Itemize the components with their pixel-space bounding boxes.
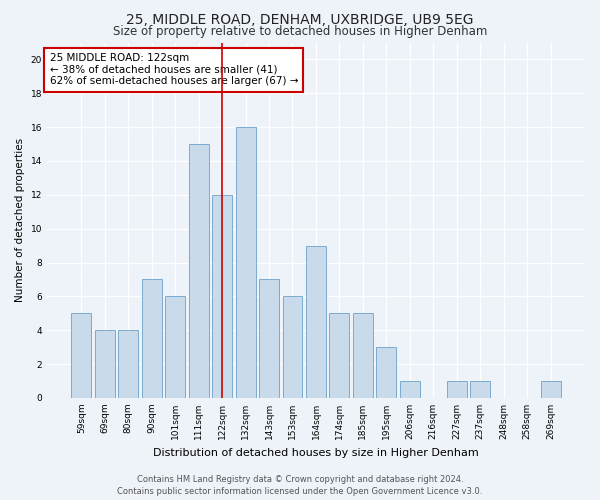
Bar: [212, 195, 232, 398]
Bar: [95, 330, 115, 398]
Bar: [71, 314, 91, 398]
Bar: [470, 381, 490, 398]
Bar: [376, 347, 397, 398]
Text: 25, MIDDLE ROAD, DENHAM, UXBRIDGE, UB9 5EG: 25, MIDDLE ROAD, DENHAM, UXBRIDGE, UB9 5…: [126, 12, 474, 26]
Bar: [142, 280, 162, 398]
Bar: [283, 296, 302, 398]
Bar: [329, 314, 349, 398]
X-axis label: Distribution of detached houses by size in Higher Denham: Distribution of detached houses by size …: [153, 448, 479, 458]
Text: Contains HM Land Registry data © Crown copyright and database right 2024.
Contai: Contains HM Land Registry data © Crown c…: [118, 474, 482, 496]
Bar: [306, 246, 326, 398]
Bar: [118, 330, 138, 398]
Bar: [400, 381, 420, 398]
Bar: [236, 127, 256, 398]
Text: Size of property relative to detached houses in Higher Denham: Size of property relative to detached ho…: [113, 25, 487, 38]
Bar: [353, 314, 373, 398]
Bar: [541, 381, 560, 398]
Bar: [259, 280, 279, 398]
Bar: [188, 144, 209, 398]
Bar: [447, 381, 467, 398]
Bar: [165, 296, 185, 398]
Y-axis label: Number of detached properties: Number of detached properties: [15, 138, 25, 302]
Text: 25 MIDDLE ROAD: 122sqm
← 38% of detached houses are smaller (41)
62% of semi-det: 25 MIDDLE ROAD: 122sqm ← 38% of detached…: [50, 53, 298, 86]
